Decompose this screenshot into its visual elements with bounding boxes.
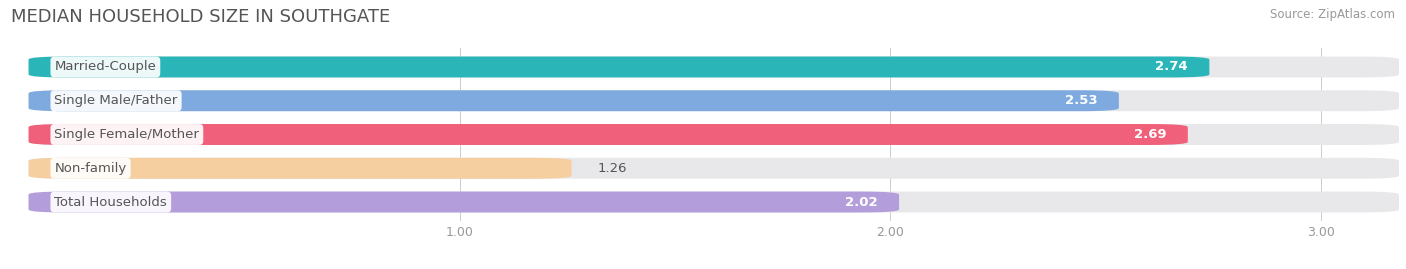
FancyBboxPatch shape — [28, 124, 1188, 145]
Text: Single Male/Father: Single Male/Father — [55, 94, 177, 107]
FancyBboxPatch shape — [28, 192, 1399, 213]
FancyBboxPatch shape — [28, 158, 572, 179]
Text: Source: ZipAtlas.com: Source: ZipAtlas.com — [1270, 8, 1395, 21]
FancyBboxPatch shape — [28, 192, 898, 213]
Text: 2.74: 2.74 — [1156, 61, 1188, 73]
Text: Single Female/Mother: Single Female/Mother — [55, 128, 200, 141]
Text: 1.26: 1.26 — [598, 162, 627, 175]
FancyBboxPatch shape — [28, 90, 1399, 111]
FancyBboxPatch shape — [28, 158, 1399, 179]
Text: 2.02: 2.02 — [845, 196, 877, 208]
Text: 2.69: 2.69 — [1133, 128, 1166, 141]
Text: MEDIAN HOUSEHOLD SIZE IN SOUTHGATE: MEDIAN HOUSEHOLD SIZE IN SOUTHGATE — [11, 8, 391, 26]
FancyBboxPatch shape — [28, 56, 1209, 77]
Text: Non-family: Non-family — [55, 162, 127, 175]
FancyBboxPatch shape — [28, 56, 1399, 77]
Text: 2.53: 2.53 — [1064, 94, 1097, 107]
FancyBboxPatch shape — [28, 124, 1399, 145]
Text: Married-Couple: Married-Couple — [55, 61, 156, 73]
FancyBboxPatch shape — [28, 90, 1119, 111]
Text: Total Households: Total Households — [55, 196, 167, 208]
